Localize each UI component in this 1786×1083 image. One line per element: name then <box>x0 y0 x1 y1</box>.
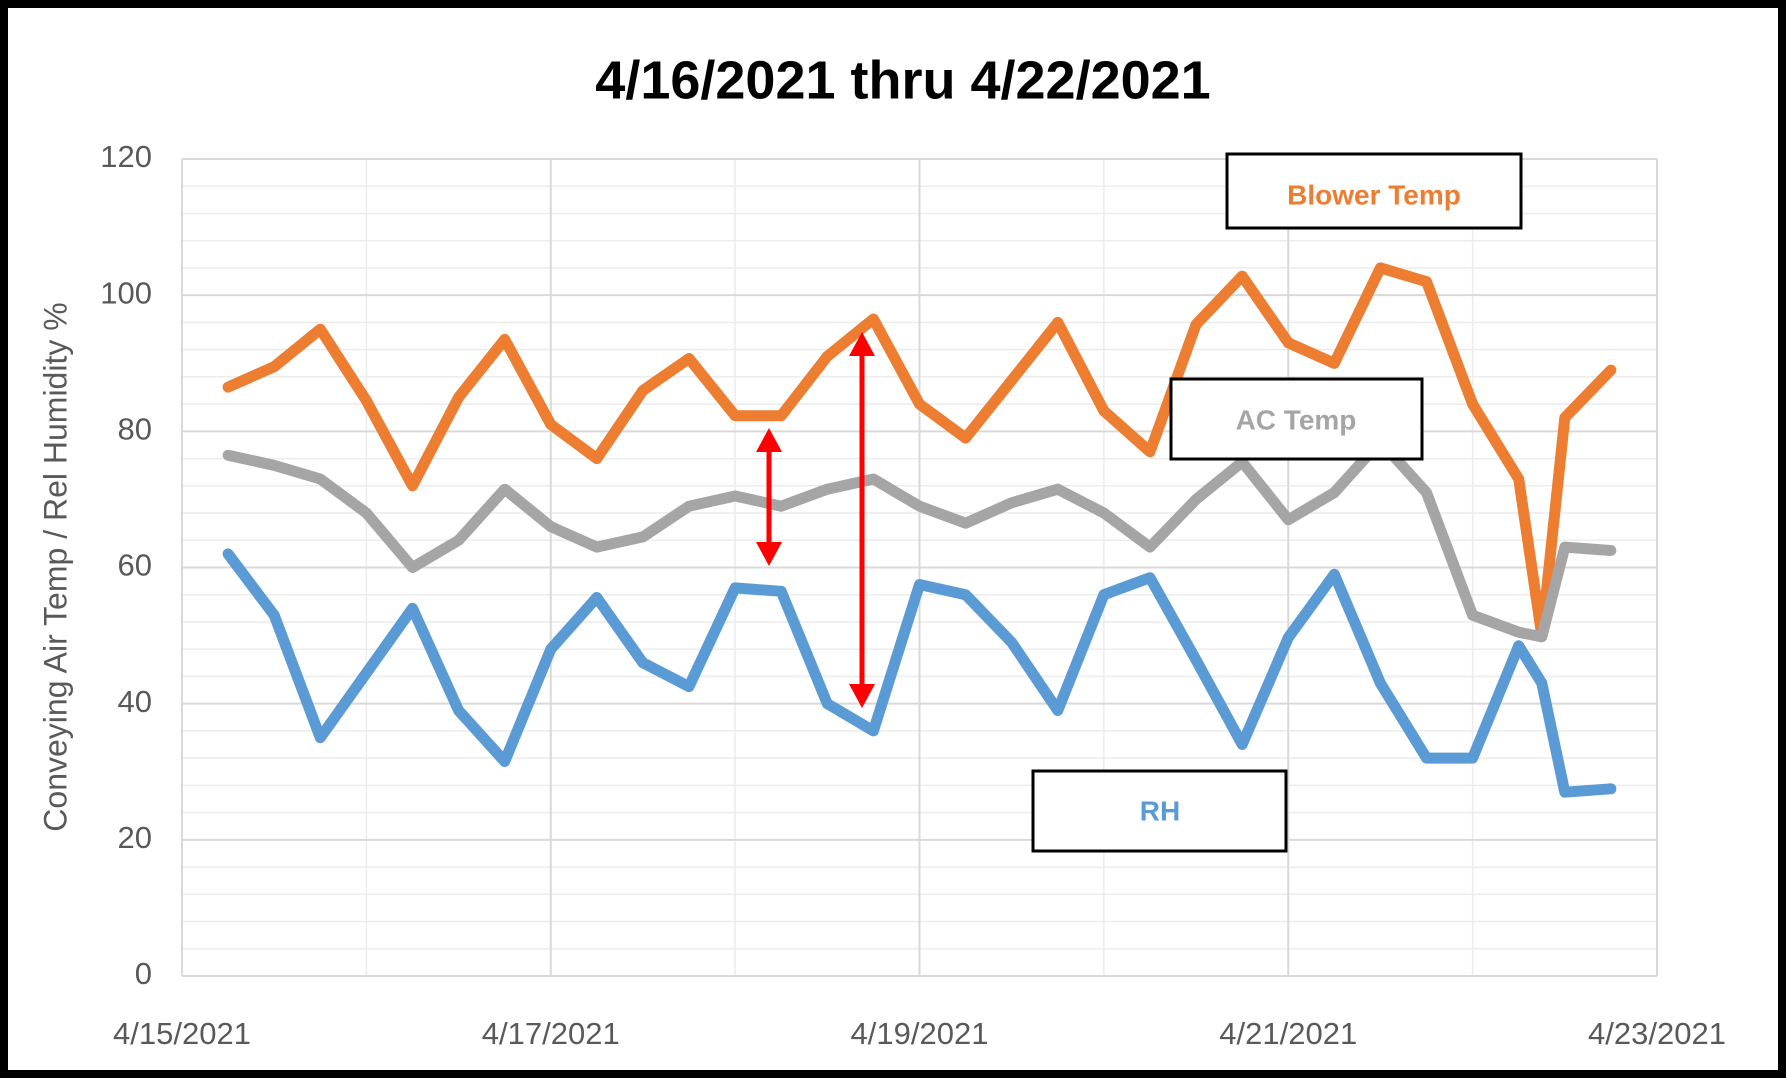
y-tick-label: 100 <box>100 275 152 310</box>
arrow-head <box>756 428 782 452</box>
y-tick-label: 0 <box>135 956 152 991</box>
annotation: Blower Temp <box>1287 179 1461 210</box>
x-tick-label: 4/17/2021 <box>482 1016 620 1051</box>
y-tick-label: 60 <box>118 548 152 583</box>
series-line <box>222 436 1617 643</box>
series-line <box>222 262 1617 642</box>
annotation-box <box>1169 377 1424 461</box>
series-line <box>222 548 1617 798</box>
x-tick-label: 4/23/2021 <box>1588 1016 1726 1051</box>
y-tick-label: 120 <box>100 139 152 174</box>
annotation: RH <box>1140 795 1180 826</box>
annotation-boxes <box>1031 152 1523 853</box>
arrow-head <box>756 542 782 566</box>
y-tick-label: 80 <box>118 412 152 447</box>
arrow-head <box>849 684 875 708</box>
y-tick-label: 40 <box>118 684 152 719</box>
lines <box>222 262 1617 798</box>
y-axis-title: Conveying Air Temp / Rel Humidity % <box>37 302 73 831</box>
annotation-box <box>1031 769 1288 853</box>
arrow-head <box>849 332 875 356</box>
x-tick-label: 4/21/2021 <box>1219 1016 1357 1051</box>
annotation: AC Temp <box>1236 404 1357 435</box>
x-tick-label: 4/19/2021 <box>851 1016 989 1051</box>
arrows <box>756 332 875 708</box>
annotation-box <box>1225 152 1523 230</box>
x-tick-label: 4/15/2021 <box>113 1016 251 1051</box>
y-tick-label: 20 <box>118 820 152 855</box>
chart-title: 4/16/2021 thru 4/22/2021 <box>595 50 1210 110</box>
